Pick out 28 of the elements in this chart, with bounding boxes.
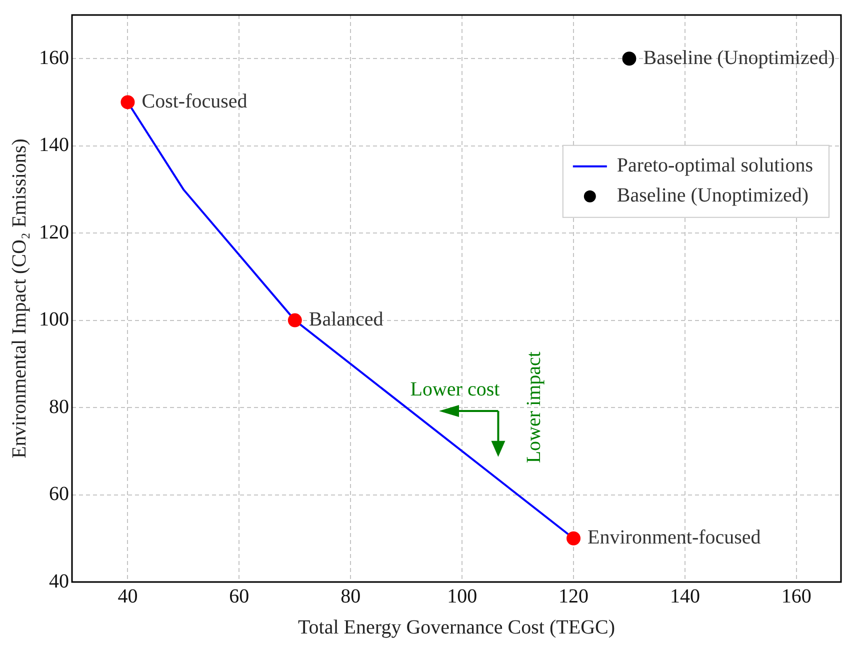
annotation: Lower impact: [523, 351, 546, 464]
x-axis-title: Total Energy Governance Cost (TEGC): [298, 616, 616, 638]
x-tick-label: 140: [670, 585, 700, 608]
x-tick-label: 120: [558, 585, 589, 608]
point: [120, 95, 135, 110]
y-tick-label: 100: [39, 308, 69, 331]
annotation: Environment-focused: [588, 526, 761, 549]
x-tick-label: 100: [447, 585, 478, 608]
annotation: Cost-focused: [142, 90, 248, 112]
point: [288, 313, 302, 328]
y-tick-label: 160: [39, 46, 69, 69]
x-tick-label: 40: [118, 585, 138, 608]
x-tick-label: 60: [229, 585, 250, 608]
annotation: Balanced: [308, 308, 384, 331]
annotation: Baseline (Unoptimized): [643, 46, 835, 69]
y-tick-label: 140: [39, 134, 69, 156]
x-tick-label: 80: [340, 585, 361, 608]
y-axis-title: Environmental Impact (CO₂ Emissions): [8, 138, 30, 458]
x-tick-label: 160: [781, 585, 812, 608]
annotation: Lower cost: [410, 378, 500, 401]
y-tick-label: 40: [49, 570, 69, 592]
y-tick-label: 60: [49, 483, 69, 506]
point: [566, 531, 581, 546]
y-tick-label: 80: [49, 396, 69, 418]
point: [622, 52, 636, 66]
legend-label: Baseline (Unoptimized): [616, 184, 809, 207]
y-tick-label: 120: [39, 221, 69, 244]
legend-label: Pareto-optimal solutions: [616, 154, 814, 177]
